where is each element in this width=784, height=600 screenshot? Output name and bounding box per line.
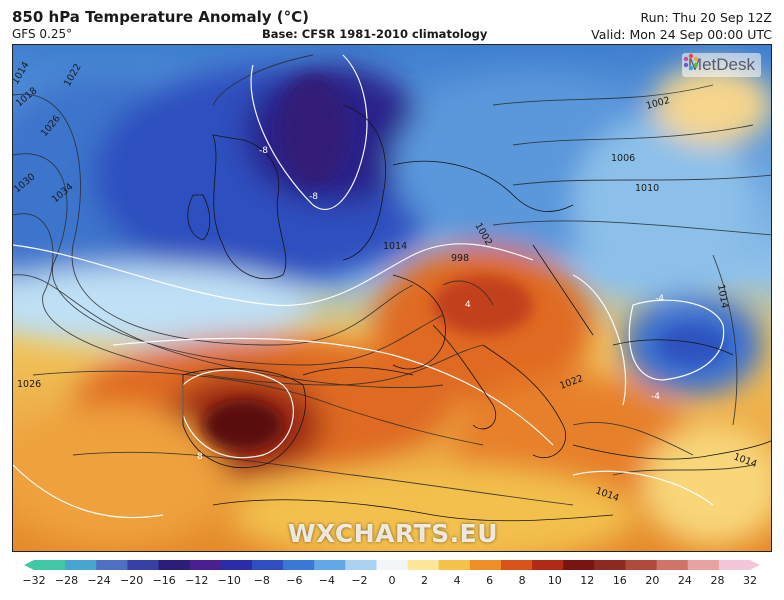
colorbar-segment [345, 560, 378, 570]
colorbar-tick-label: −24 [87, 574, 111, 587]
valid-time-label: Valid: Mon 24 Sep 00:00 UTC [591, 27, 772, 42]
isobar-label: 1006 [611, 153, 635, 164]
colorbar [24, 560, 760, 570]
colorbar-segment [220, 560, 253, 570]
anomaly-contours [13, 54, 725, 519]
isobar-label: 1014 [715, 284, 730, 310]
colorbar-min-arrow [24, 560, 34, 570]
colorbar-segment [532, 560, 564, 570]
colorbar-segment [158, 560, 191, 570]
colorbar-tick-label: −12 [185, 574, 209, 587]
colorbar-segment [500, 560, 533, 570]
colorbar-segment [314, 560, 346, 570]
anomaly-label: 8 [197, 452, 203, 462]
colorbar-tick-label: 32 [743, 574, 757, 587]
colorbar-tick-label: −16 [152, 574, 176, 587]
colorbar-tick-label: −4 [318, 574, 336, 587]
colorbar-max-arrow [750, 560, 760, 570]
metdesk-logo-text: MetDesk [687, 55, 755, 74]
colorbar-tick-label: −8 [253, 574, 270, 587]
anomaly-label: -8 [259, 146, 268, 156]
colorbar-segment [283, 560, 315, 570]
colorbar-tick-label: 28 [710, 574, 725, 587]
colorbar-tick-label: 6 [486, 574, 494, 587]
colorbar-segment [34, 560, 66, 570]
wxcharts-watermark: WXCHARTS.EU [287, 519, 499, 548]
colorbar-segment [687, 560, 720, 570]
colorbar-segment [407, 560, 440, 570]
colorbar-segment [656, 560, 689, 570]
colorbar-segment [594, 560, 627, 570]
map-header: 850 hPa Temperature Anomaly (°C) GFS 0.2… [0, 0, 784, 44]
anomaly-label: 4 [465, 300, 471, 310]
coastlines [182, 104, 771, 522]
colorbar-tick-label: 0 [388, 574, 396, 587]
colorbar-tick-label: 20 [645, 574, 660, 587]
isobar-labels: 1014 1018 1022 1026 1030 1034 1002 1006 … [13, 60, 758, 504]
colorbar-segment [718, 560, 751, 570]
colorbar-segment [96, 560, 128, 570]
colorbar-tick-label: −28 [54, 574, 79, 587]
colorbar-segment [251, 560, 284, 570]
colorbar-segment [469, 560, 502, 570]
isobar-lines [13, 54, 771, 506]
isobar-label: 1026 [17, 379, 41, 390]
colorbar-tick-label: −20 [120, 574, 144, 587]
anomaly-label: -4 [655, 294, 664, 304]
metdesk-logo-icon [683, 53, 699, 71]
colorbar-tick-label: −10 [217, 574, 241, 587]
colorbar-segment [189, 560, 222, 570]
colorbar-segment [563, 560, 595, 570]
colorbar-tick-label: 16 [612, 574, 627, 587]
climatology-base-label: Base: CFSR 1981-2010 climatology [262, 27, 488, 41]
colorbar-tick-label: 10 [547, 574, 562, 587]
run-time-label: Run: Thu 20 Sep 12Z [640, 10, 773, 25]
colorbar-segments [34, 560, 751, 570]
anomaly-label: -8 [309, 192, 318, 202]
colorbar-tick-label: 8 [518, 574, 526, 587]
colorbar-tick-label: −32 [22, 574, 46, 587]
isobar-label: 1014 [383, 241, 407, 252]
metdesk-logo: MetDesk [681, 53, 761, 77]
colorbar-tick-label: −2 [351, 574, 368, 587]
colorbar-tick-label: 2 [421, 574, 429, 587]
colorbar-segment [376, 560, 409, 570]
anomaly-map: 1014 1018 1022 1026 1030 1034 1002 1006 … [12, 44, 772, 552]
colorbar-segment [625, 560, 658, 570]
isobar-label: 1010 [635, 183, 659, 194]
anomaly-label: -4 [651, 392, 660, 402]
colorbar-segment [438, 560, 471, 570]
colorbar-segment [65, 560, 97, 570]
model-label: GFS 0.25° [12, 27, 73, 41]
colorbar-segment [127, 560, 160, 570]
anomaly-field [13, 65, 771, 551]
anomaly-labels: -8 -8 8 4 -4 -4 [197, 146, 664, 462]
colorbar-tick-label: 12 [580, 574, 595, 587]
colorbar-tick-label: 4 [453, 574, 461, 587]
isobar-label: 998 [451, 253, 469, 264]
colorbar-tick-label: −6 [286, 574, 303, 587]
colorbar-tick-labels: −32 −28 −24 −20 −16 −12 −10 −8 −6 −4 −2 0 2 4 6 8 10 12 16… [22, 574, 760, 590]
colorbar-tick-label: 24 [677, 574, 692, 587]
map-canvas: 1014 1018 1022 1026 1030 1034 1002 1006 … [13, 45, 771, 551]
map-title: 850 hPa Temperature Anomaly (°C) [12, 8, 309, 26]
